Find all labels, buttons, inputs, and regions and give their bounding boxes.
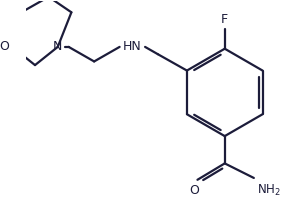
Text: N: N [53, 40, 63, 53]
Text: O: O [0, 40, 9, 53]
Text: HN: HN [123, 40, 142, 53]
Text: NH$_2$: NH$_2$ [257, 182, 280, 198]
Text: O: O [189, 184, 199, 197]
Text: F: F [221, 13, 228, 26]
